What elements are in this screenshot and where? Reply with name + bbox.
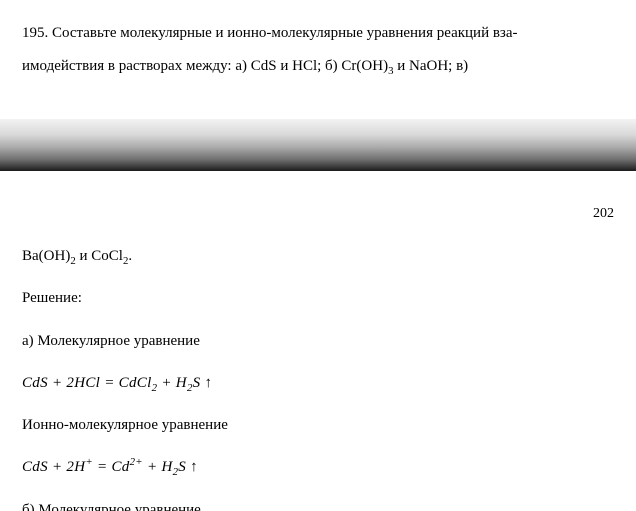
question-text-2b: и NaOH; в) <box>393 58 468 74</box>
a-molecular-label: а) Молекулярное уравнение <box>22 331 614 351</box>
eq-a-ion-sup2: 2+ <box>130 456 143 468</box>
eq-a-mol-1: CdS <box>22 375 48 391</box>
page-number: 202 <box>593 205 614 224</box>
eq-a-mol-plus1: + 2 <box>48 375 74 391</box>
eq-a-mol-arrow: ↑ <box>200 375 212 391</box>
eq-a-mol-eq: = <box>100 375 119 391</box>
equation-a-ionic: CdS + 2H+ = Cd2+ + H2S ↑ <box>22 457 614 477</box>
eq-a-ion-3: Cd <box>112 459 130 475</box>
b-molecular-label: б) Молекулярное уравнение <box>22 500 614 511</box>
cont-mid: и CoCl <box>76 248 123 264</box>
equation-a-molecular: CdS + 2HCl = CdCl2 + H2S ↑ <box>22 373 614 393</box>
eq-a-mol-plus2: + <box>157 375 176 391</box>
eq-a-ion-1: CdS <box>22 459 48 475</box>
eq-a-ion-plus1: + 2 <box>48 459 74 475</box>
ionic-label: Ионно-молекулярное уравнение <box>22 415 614 435</box>
solution-label: Решение: <box>22 288 614 308</box>
question-line-1: 195. Составьте молекулярные и ионно-моле… <box>22 23 614 43</box>
solution-block: Ba(OH)2 и CoCl2. Решение: а) Молекулярно… <box>22 246 614 511</box>
cont-suffix: . <box>128 248 132 264</box>
eq-a-ion-4: H <box>161 459 172 475</box>
page: 195. Составьте молекулярные и ионно-моле… <box>0 0 636 511</box>
eq-a-ion-2: H <box>74 459 85 475</box>
question-text-1: Составьте молекулярные и ионно-молекуляр… <box>52 25 518 41</box>
eq-a-ion-sup1: + <box>85 456 93 468</box>
ba-oh: Ba(OH) <box>22 248 70 264</box>
question-number: 195. <box>22 25 48 41</box>
continuation-line: Ba(OH)2 и CoCl2. <box>22 246 614 266</box>
eq-a-mol-2: HCl <box>74 375 100 391</box>
eq-a-ion-arrow: ↑ <box>186 459 198 475</box>
eq-a-ion-5: S <box>178 459 186 475</box>
question-block: 195. Составьте молекулярные и ионно-моле… <box>0 0 636 77</box>
page-divider-gradient <box>0 119 636 171</box>
eq-a-mol-4: H <box>176 375 187 391</box>
eq-a-mol-3: CdCl <box>119 375 152 391</box>
question-text-2a: имодействия в растворах между: а) CdS и … <box>22 58 388 74</box>
eq-a-ion-plus2: + <box>143 459 162 475</box>
question-line-2: имодействия в растворах между: а) CdS и … <box>22 56 614 76</box>
eq-a-ion-eq: = <box>93 459 112 475</box>
